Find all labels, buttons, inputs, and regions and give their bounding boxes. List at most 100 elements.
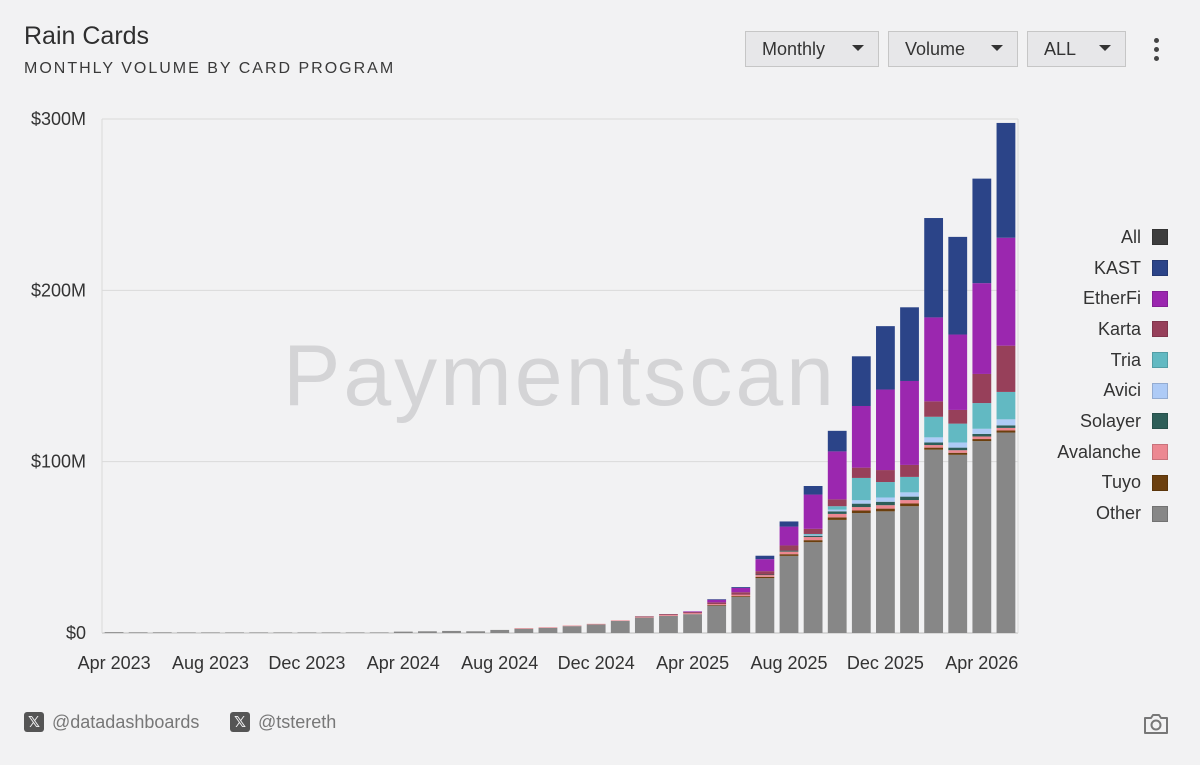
x-tick-label: Apr 2026: [945, 653, 1018, 673]
bar-segment-avalanche: [610, 620, 630, 622]
bar-segment-other: [249, 632, 269, 633]
bar-segment-etherfi: [900, 380, 919, 465]
footer-handle-1[interactable]: 𝕏 @datadashboards: [24, 709, 199, 735]
legend-item-other[interactable]: Other: [1000, 498, 1168, 529]
range-dropdown-label: ALL: [1044, 38, 1077, 59]
bar-segment-avici: [803, 534, 823, 536]
legend-swatch: [1152, 505, 1168, 522]
legend-label: Karta: [1097, 318, 1141, 339]
legend-item-all[interactable]: All: [1000, 222, 1168, 253]
footer-handle-2[interactable]: 𝕏 @tstereth: [230, 709, 336, 735]
bar-segment-tria: [948, 423, 968, 443]
bar-segment-avalanche: [683, 613, 702, 615]
bar-segment-other: [659, 615, 678, 633]
bar-segment-tuyo: [900, 503, 919, 507]
bar-segment-avici: [996, 419, 1016, 426]
bar-segment-other: [803, 542, 823, 633]
bar-segment-tuyo: [996, 430, 1016, 433]
bar-segment-etherfi: [707, 599, 727, 603]
bar-segment-tria: [827, 506, 847, 510]
legend-label: Avalanche: [1057, 441, 1141, 462]
x-tick-label: Apr 2023: [78, 653, 151, 673]
bar-segment-other: [755, 578, 775, 633]
kebab-menu-icon[interactable]: [1146, 36, 1166, 64]
legend-item-solayer[interactable]: Solayer: [1000, 406, 1168, 437]
bar-segment-tria: [972, 403, 992, 429]
legend-item-etherfi[interactable]: EtherFi: [1000, 283, 1168, 314]
x-tick-label: Dec 2025: [847, 653, 924, 673]
metric-dropdown[interactable]: Volume: [888, 31, 1018, 67]
interval-dropdown[interactable]: Monthly: [745, 31, 879, 67]
chart-legend: All KAST EtherFi Karta Tria Avici Solayer Avala…: [1000, 222, 1168, 529]
camera-icon[interactable]: [1142, 712, 1170, 736]
chevron-down-icon: [1099, 45, 1111, 51]
legend-label: All: [1120, 226, 1141, 247]
legend-item-avici[interactable]: Avici: [1000, 375, 1168, 406]
bar-segment-etherfi: [851, 405, 871, 468]
legend-item-tria[interactable]: Tria: [1000, 345, 1168, 376]
bar-segment-avalanche: [562, 625, 582, 627]
x-tick-label: Dec 2023: [268, 653, 345, 673]
bar-segment-avalanche: [586, 623, 606, 625]
bar-segment-other: [996, 432, 1016, 633]
bar-segment-avalanche: [659, 615, 678, 616]
bar-segment-avalanche: [803, 537, 823, 541]
bar-segment-solayer: [948, 447, 968, 451]
range-dropdown[interactable]: ALL: [1027, 31, 1126, 67]
bar-segment-tuyo: [876, 508, 895, 512]
chart-title: Rain Cards: [24, 22, 150, 50]
bar-segment-etherfi: [924, 317, 944, 402]
legend-label: Avici: [1103, 380, 1141, 401]
bar-segment-other: [369, 632, 389, 633]
x-tick-label: Apr 2024: [367, 653, 440, 673]
x-tick-label: Aug 2023: [172, 653, 249, 673]
bar-segment-kast: [851, 356, 871, 406]
bar-segment-kast: [803, 486, 823, 495]
axes: $0 $100M $200M $300M Apr 2023 Aug 2023 Dec 202…: [31, 109, 1018, 673]
bar-segment-other: [176, 632, 196, 633]
footer-handle-text: @datadashboards: [52, 711, 200, 732]
bar-segment-other: [779, 555, 799, 633]
bar-segment-kast: [972, 178, 992, 284]
legend-item-avalanche[interactable]: Avalanche: [1000, 437, 1168, 468]
bar-segment-other: [490, 629, 510, 633]
legend-label: Tria: [1110, 349, 1141, 370]
bar-segment-avici: [948, 442, 968, 448]
legend-swatch: [1152, 321, 1168, 338]
bar-segment-avalanche: [538, 627, 558, 628]
bar-segment-avalanche: [755, 575, 775, 577]
bar-segment-solayer: [779, 550, 799, 552]
legend-item-tuyo[interactable]: Tuyo: [1000, 468, 1168, 499]
y-tick-label: $300M: [31, 109, 86, 129]
bar-segment-solayer: [924, 442, 944, 446]
watermark: Paymentscan: [283, 328, 837, 424]
bar-segment-karta: [851, 467, 871, 478]
legend-item-kast[interactable]: KAST: [1000, 253, 1168, 284]
legend-item-karta[interactable]: Karta: [1000, 314, 1168, 345]
chevron-down-icon: [991, 45, 1003, 51]
stacked-bar-chart: Paymentscan $0 $100M $200M $300M Apr 2023 Aug…: [31, 109, 1019, 673]
x-tick-label: Aug 2025: [750, 653, 827, 673]
bar-segment-etherfi: [876, 389, 895, 471]
bar-segment-tria: [924, 416, 944, 438]
chart-subtitle: MONTHLY VOLUME BY CARD PROGRAM: [24, 60, 396, 77]
x-tick-label: Aug 2024: [461, 653, 538, 673]
bar-segment-other: [562, 626, 582, 633]
legend-swatch: [1152, 474, 1168, 491]
legend-label: KAST: [1093, 257, 1141, 278]
bar-segment-other: [586, 624, 606, 633]
legend-swatch: [1152, 382, 1168, 399]
chevron-down-icon: [852, 45, 864, 51]
bar-segment-avalanche: [924, 445, 944, 448]
bar-segment-avalanche: [779, 551, 799, 555]
y-tick-label: $0: [66, 623, 86, 643]
bar-segment-other: [345, 632, 365, 633]
legend-label: Tuyo: [1101, 472, 1141, 493]
bar-segment-solayer: [900, 496, 919, 501]
bar-segment-karta: [731, 592, 751, 595]
bar-segment-kast: [731, 587, 751, 588]
bar-segment-other: [418, 631, 437, 633]
bar-segment-solayer: [972, 433, 992, 437]
bar-segment-avalanche: [514, 628, 534, 629]
bar-segment-etherfi: [948, 334, 968, 410]
